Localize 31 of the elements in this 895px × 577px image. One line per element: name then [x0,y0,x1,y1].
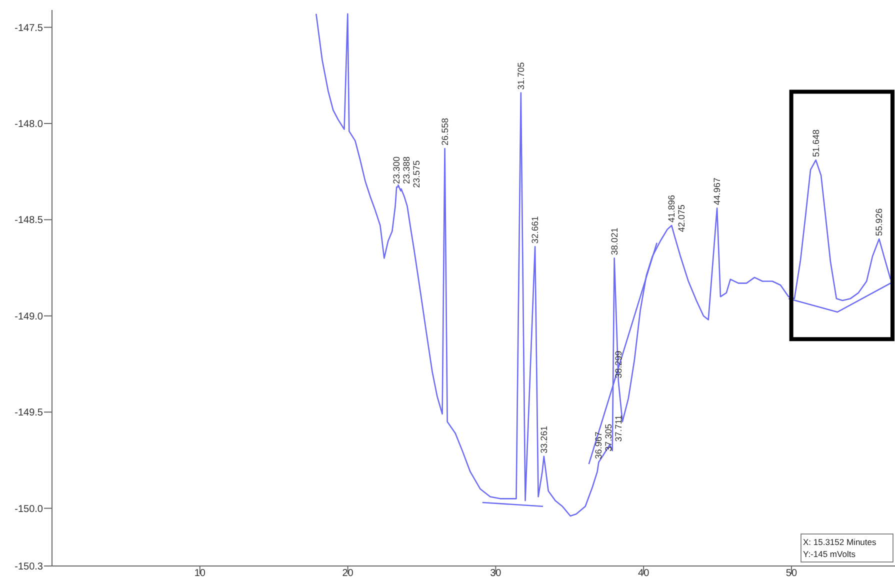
y-tick-label: -149.0 [14,311,44,322]
annotation: 23.300 [392,156,402,184]
annotation: 37.305 [604,424,614,452]
x-tick-label: 30 [490,568,502,577]
x-tick-label: 20 [342,568,354,577]
annotation: 32.661 [530,216,540,244]
y-tick-label: -150.0 [14,504,44,515]
annotation: X: 15.3152 Minutes [803,537,876,547]
y-tick-label: -147.5 [14,22,44,34]
y-tick-label: -148.0 [14,119,44,130]
annotation: 51.648 [810,130,821,158]
annotation: 38.021 [609,228,620,256]
y-tick-label: -150.3 [14,562,44,572]
x-tick-label: 50 [786,568,798,577]
annotation: 38.299 [613,350,624,378]
annotation: 37.711 [614,414,624,442]
annotation: 41.896 [666,194,677,222]
annotation: 26.558 [440,118,450,146]
annotation: 55.926 [874,208,884,236]
annotation: 42.075 [676,204,687,232]
y-tick-label: -148.5 [14,215,44,226]
annotation: 33.261 [538,426,549,454]
annotation: 31.705 [516,62,526,90]
annotation: 23.388 [402,156,412,184]
annotation: 23.575 [412,160,422,188]
x-tick-label: 10 [194,568,206,577]
x-tick-label: 40 [638,568,650,577]
y-tick-label: -149.5 [14,408,44,419]
annotation: Y:-145 mVolts [803,549,856,559]
annotation: 44.967 [712,178,722,206]
annotation: 36.967 [594,432,604,460]
